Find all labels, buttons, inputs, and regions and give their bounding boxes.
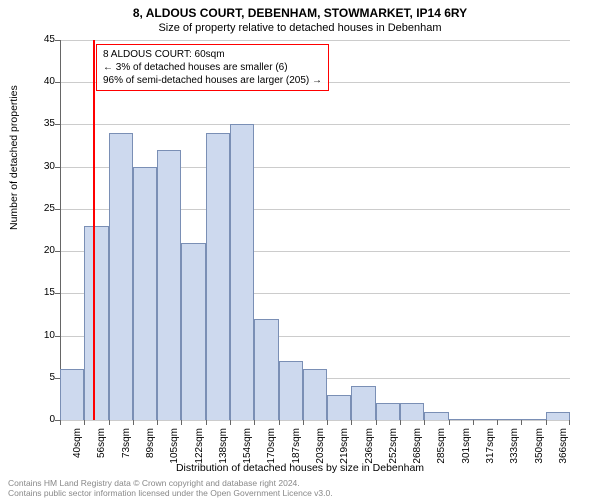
x-tick-label: 350sqm <box>534 428 545 468</box>
x-tick-label: 187sqm <box>291 428 302 468</box>
histogram-bar <box>157 150 181 420</box>
y-tick-label: 45 <box>15 34 55 45</box>
footer-line-2: Contains public sector information licen… <box>8 488 333 498</box>
histogram-bar <box>109 133 133 420</box>
x-tick-label: 122sqm <box>194 428 205 468</box>
histogram-bar <box>473 419 497 420</box>
histogram-bar <box>327 395 351 420</box>
x-tick-label: 40sqm <box>72 428 83 468</box>
property-marker-line <box>93 40 95 420</box>
histogram-bar <box>181 243 205 420</box>
histogram-bar <box>279 361 303 420</box>
y-tick-label: 15 <box>15 287 55 298</box>
gridline <box>60 420 570 421</box>
y-tick-label: 40 <box>15 76 55 87</box>
x-tick-label: 285sqm <box>436 428 447 468</box>
histogram-bar <box>521 419 545 420</box>
footer-line-1: Contains HM Land Registry data © Crown c… <box>8 478 333 488</box>
x-tick-label: 236sqm <box>364 428 375 468</box>
x-tick-label: 219sqm <box>339 428 350 468</box>
chart-title-main: 8, ALDOUS COURT, DEBENHAM, STOWMARKET, I… <box>0 6 600 20</box>
property-annotation: 8 ALDOUS COURT: 60sqm← 3% of detached ho… <box>96 44 329 91</box>
x-tick-label: 252sqm <box>388 428 399 468</box>
x-tick-label: 301sqm <box>461 428 472 468</box>
histogram-bar <box>400 403 424 420</box>
histogram-bar <box>449 419 473 420</box>
annotation-line: 8 ALDOUS COURT: 60sqm <box>103 48 322 61</box>
histogram-bar <box>376 403 400 420</box>
x-tick-label: 317sqm <box>485 428 496 468</box>
chart-title-sub: Size of property relative to detached ho… <box>0 22 600 34</box>
x-tick-label: 366sqm <box>558 428 569 468</box>
x-tick-label: 170sqm <box>266 428 277 468</box>
histogram-bar <box>254 319 278 420</box>
histogram-bar <box>84 226 108 420</box>
x-tick-label: 105sqm <box>169 428 180 468</box>
y-tick-label: 20 <box>15 245 55 256</box>
histogram-bar <box>60 369 84 420</box>
histogram-bar <box>497 419 521 420</box>
x-tick-label: 138sqm <box>218 428 229 468</box>
y-tick-label: 30 <box>15 161 55 172</box>
histogram-bar <box>303 369 327 420</box>
histogram-chart: 8, ALDOUS COURT, DEBENHAM, STOWMARKET, I… <box>0 0 600 500</box>
y-tick-label: 0 <box>15 414 55 425</box>
x-tick-label: 154sqm <box>242 428 253 468</box>
footer-attribution: Contains HM Land Registry data © Crown c… <box>8 478 333 498</box>
histogram-bar <box>206 133 230 420</box>
x-tick-label: 203sqm <box>315 428 326 468</box>
y-tick-label: 35 <box>15 118 55 129</box>
gridline <box>60 124 570 125</box>
x-tick-label: 73sqm <box>121 428 132 468</box>
histogram-bar <box>351 386 375 420</box>
histogram-bar <box>133 167 157 420</box>
x-tick-label: 268sqm <box>412 428 423 468</box>
x-tick-label: 56sqm <box>96 428 107 468</box>
annotation-line: 96% of semi-detached houses are larger (… <box>103 74 322 87</box>
histogram-bar <box>546 412 570 420</box>
y-tick-label: 25 <box>15 203 55 214</box>
y-tick-label: 10 <box>15 330 55 341</box>
annotation-line: ← 3% of detached houses are smaller (6) <box>103 61 322 74</box>
y-tick-label: 5 <box>15 372 55 383</box>
x-tick-label: 333sqm <box>509 428 520 468</box>
histogram-bar <box>230 124 254 420</box>
histogram-bar <box>424 412 448 420</box>
plot-area <box>60 40 570 420</box>
x-tick-label: 89sqm <box>145 428 156 468</box>
gridline <box>60 40 570 41</box>
